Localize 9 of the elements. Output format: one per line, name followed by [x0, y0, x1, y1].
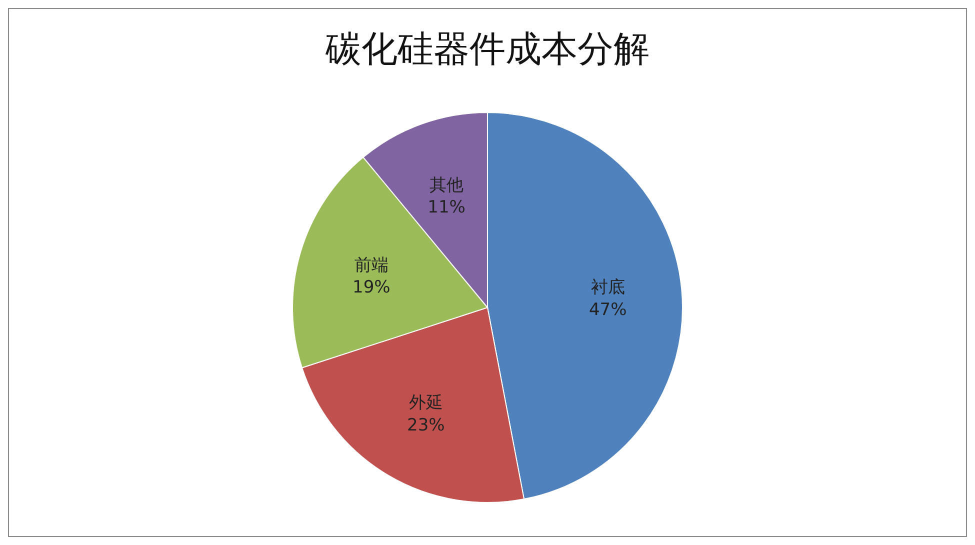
data-label: 19% — [352, 277, 390, 298]
slice-label: 前端 — [354, 255, 388, 276]
data-label: 11% — [428, 197, 466, 218]
chart-title: 碳化硅器件成本分解 — [324, 28, 650, 72]
slice-label: 衬底 — [590, 278, 625, 298]
slice-label: 其他 — [430, 175, 464, 196]
slice-label: 外延 — [408, 393, 443, 414]
data-label: 47% — [588, 300, 627, 320]
data-label: 23% — [407, 415, 445, 436]
